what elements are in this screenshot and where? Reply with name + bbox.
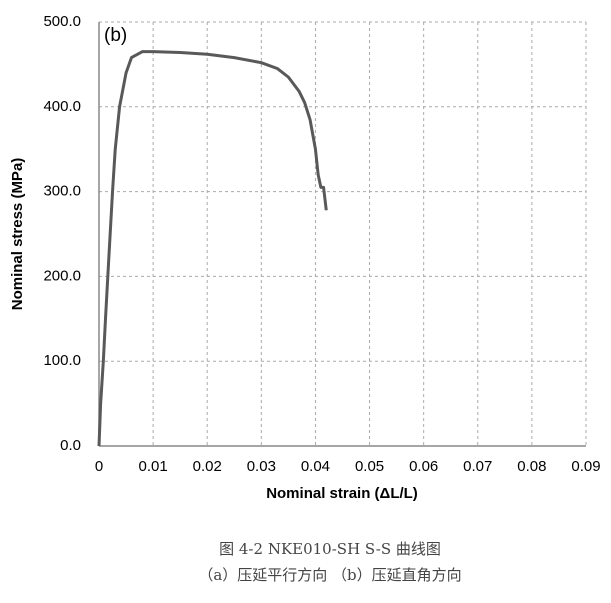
y-tick-label: 100.0 xyxy=(43,352,81,369)
data-line xyxy=(97,50,328,447)
x-axis-label: Nominal strain (ΔL/L) xyxy=(266,485,418,502)
caption: 图 4-2 NKE010-SH S-S 曲线图 xyxy=(219,540,441,558)
y-tick-label: 500.0 xyxy=(43,13,81,30)
x-tick-label: 0.08 xyxy=(517,458,546,475)
x-tick-label: 0.01 xyxy=(139,458,168,475)
x-tick-label: 0.09 xyxy=(571,458,600,475)
x-tick-label: 0.02 xyxy=(193,458,222,475)
caption: （a）压延平行方向 （b）压延直角方向 xyxy=(198,566,461,584)
x-tick-label: 0.05 xyxy=(355,458,384,475)
x-tick-label: 0.06 xyxy=(409,458,438,475)
y-axis-label: Nominal stress (MPa) xyxy=(9,158,26,311)
y-tick-label: 0.0 xyxy=(60,437,81,454)
x-tick-label: 0.07 xyxy=(463,458,492,475)
x-tick-label: 0 xyxy=(95,458,103,475)
x-tick-label: 0.04 xyxy=(301,458,330,475)
y-tick-label: 200.0 xyxy=(43,267,81,284)
x-tick-label: 0.03 xyxy=(247,458,276,475)
annotation: (b) xyxy=(104,25,127,46)
y-tick-label: 400.0 xyxy=(43,98,81,115)
y-tick-label: 300.0 xyxy=(43,183,81,200)
